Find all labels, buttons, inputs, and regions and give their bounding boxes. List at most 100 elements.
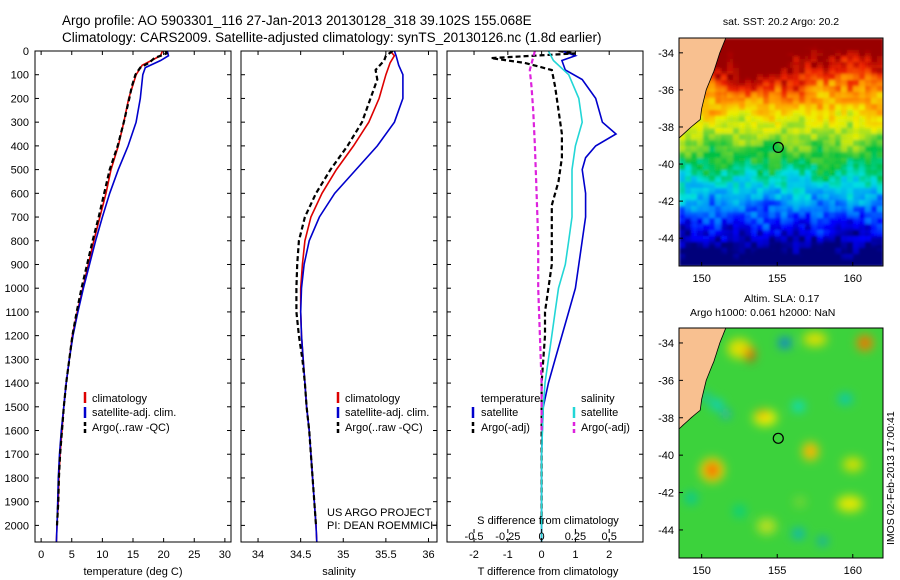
y-tick-label: 400 [11, 141, 29, 153]
top-tick-label: -0.25 [495, 531, 520, 543]
y-tick-label: 300 [11, 117, 29, 129]
map-y-tick-label: -40 [658, 159, 674, 171]
y-tick-label: 1300 [5, 354, 29, 366]
legend-label-satellite: satellite-adj. clim. [345, 407, 429, 419]
legend-label-sal-satellite: satellite [581, 407, 618, 419]
y-tick-label: 500 [11, 165, 29, 177]
series-line-argo-raw-qc [55, 51, 169, 526]
x-tick-label: 0 [539, 549, 545, 561]
salinity-panel: 34 34.5 35 35.5 36 salinity climatology sate… [240, 50, 438, 578]
y-tick-label: 2000 [5, 520, 29, 532]
legend-label-argo: Argo(..raw -QC) [345, 422, 423, 434]
salinity-axes-frame [240, 50, 438, 543]
x-tick-label: 35 [337, 549, 349, 561]
map-x-tick-label: 160 [844, 273, 862, 285]
sla-map-title-line2: Argo h1000: 0.061 h2000: NaN [690, 307, 835, 319]
sla-map-field [679, 328, 883, 558]
sla-map-panel: Altim. SLA: 0.17 Argo h1000: 0.061 h2000… [658, 293, 884, 577]
project-annotation-line1: US ARGO PROJECT [327, 507, 432, 519]
x-tick-label: 34 [252, 549, 264, 561]
map-y-tick-label: -40 [658, 450, 674, 462]
series-line-salinity-argo-adj [528, 51, 543, 431]
temperature-series [55, 51, 170, 542]
temperature-y-ticks: 0 100 200 300 400 500 600 700 800 900 1000 1100 1200… [5, 46, 231, 532]
x-tick-label: 34.5 [290, 549, 311, 561]
y-tick-label: 1600 [5, 426, 29, 438]
map-y-tick-label: -38 [658, 413, 674, 425]
top-tick-label: 0 [539, 531, 545, 543]
land-mass [679, 38, 727, 139]
map-y-tick-label: -34 [658, 48, 674, 60]
series-line-climatology [299, 51, 396, 542]
series-line-satellite-adj-clim [55, 51, 170, 542]
map-y-tick-label: -44 [658, 525, 674, 537]
top-tick-label: -0.5 [465, 531, 484, 543]
x-tick-label: -1 [503, 549, 513, 561]
x-tick-label: 25 [188, 549, 200, 561]
top-tick-label: 0.25 [565, 531, 586, 543]
difference-bottom-xlabel: T difference from climatology [478, 566, 619, 578]
figure-title-line1: Argo profile: AO 5903301_116 27-Jan-2013… [62, 13, 532, 28]
difference-top-ticks: -0.5 -0.25 0 0.25 0.5 [465, 529, 617, 543]
series-line-temperature-argo-adj [490, 51, 576, 526]
series-line-climatology [55, 51, 164, 542]
temperature-x-ticks: 0 5 10 15 20 25 30 [38, 51, 231, 561]
y-tick-label: 1000 [5, 283, 29, 295]
sla-map-frame [678, 327, 884, 559]
map-y-tick-label: -36 [658, 375, 674, 387]
legend-label-sal-argo: Argo(-adj) [581, 422, 630, 434]
temperature-axes-frame [34, 50, 232, 543]
salinity-y-ticks [241, 50, 437, 526]
y-tick-label: 800 [11, 236, 29, 248]
y-tick-label: 1900 [5, 497, 29, 509]
salinity-x-ticks: 34 34.5 35 35.5 36 [252, 51, 435, 561]
salinity-xlabel: salinity [322, 566, 356, 578]
difference-top-xlabel: S difference from climatology [477, 515, 619, 527]
y-tick-label: 600 [11, 188, 29, 200]
series-line-argo-raw-qc [295, 51, 394, 526]
x-tick-label: 15 [127, 549, 139, 561]
map-y-tick-label: -44 [658, 233, 674, 245]
map-y-tick-label: -42 [658, 196, 674, 208]
temperature-panel: 0 5 10 15 20 25 30 0 100 200 300 400 500 600 700 800 90… [5, 46, 232, 578]
argo-float-marker [772, 432, 784, 444]
difference-panel: -2 -1 0 1 2 -0.5 -0.25 0 0.25 0.5 S difference f… [446, 50, 644, 578]
map-y-tick-label: -36 [658, 85, 674, 97]
top-tick-label: 0.5 [602, 531, 617, 543]
y-tick-label: 1700 [5, 449, 29, 461]
project-annotation-line2: PI: DEAN ROEMMICH [327, 520, 438, 532]
sla-features [685, 332, 873, 546]
argo-float-marker [772, 141, 784, 153]
series-line-satellite-adj-clim [299, 51, 404, 542]
y-tick-label: 700 [11, 212, 29, 224]
x-tick-label: 30 [219, 549, 231, 561]
land-mass [679, 328, 727, 430]
sst-map-title: sat. SST: 20.2 Argo: 20.2 [723, 16, 839, 28]
map-x-tick-label: 150 [692, 565, 710, 577]
map-y-tick-label: -38 [658, 122, 674, 134]
map-x-tick-label: 155 [768, 273, 786, 285]
y-tick-label: 1400 [5, 378, 29, 390]
legend-title-temperature: temperature [481, 393, 540, 405]
y-tick-label: 1800 [5, 473, 29, 485]
difference-series [490, 51, 618, 542]
y-tick-label: 1500 [5, 402, 29, 414]
difference-legend: temperature salinity satellite Argo(-adj… [471, 393, 630, 434]
y-tick-label: 900 [11, 259, 29, 271]
sst-map-panel: sat. SST: 20.2 Argo: 20.2 150 155 160 -34 -3… [658, 16, 884, 285]
difference-y-ticks [447, 50, 643, 526]
map-x-tick-label: 160 [844, 565, 862, 577]
y-tick-label: 100 [11, 70, 29, 82]
map-y-tick-label: -42 [658, 488, 674, 500]
series-line-salinity-satellite [540, 51, 584, 542]
sla-map-ticks: 150 155 160 -34 -36 -38 -40 -42 -44 [658, 338, 862, 577]
x-tick-label: 0 [38, 549, 44, 561]
sst-map-ticks: 150 155 160 -34 -36 -38 -40 -42 -44 [658, 48, 862, 285]
x-tick-label: 35.5 [375, 549, 396, 561]
x-tick-label: -2 [469, 549, 479, 561]
imos-timestamp: IMOS 02-Feb-2013 17:00:41 [885, 411, 897, 545]
x-tick-label: 36 [422, 549, 434, 561]
sst-map-field [679, 38, 883, 266]
y-tick-label: 1200 [5, 331, 29, 343]
